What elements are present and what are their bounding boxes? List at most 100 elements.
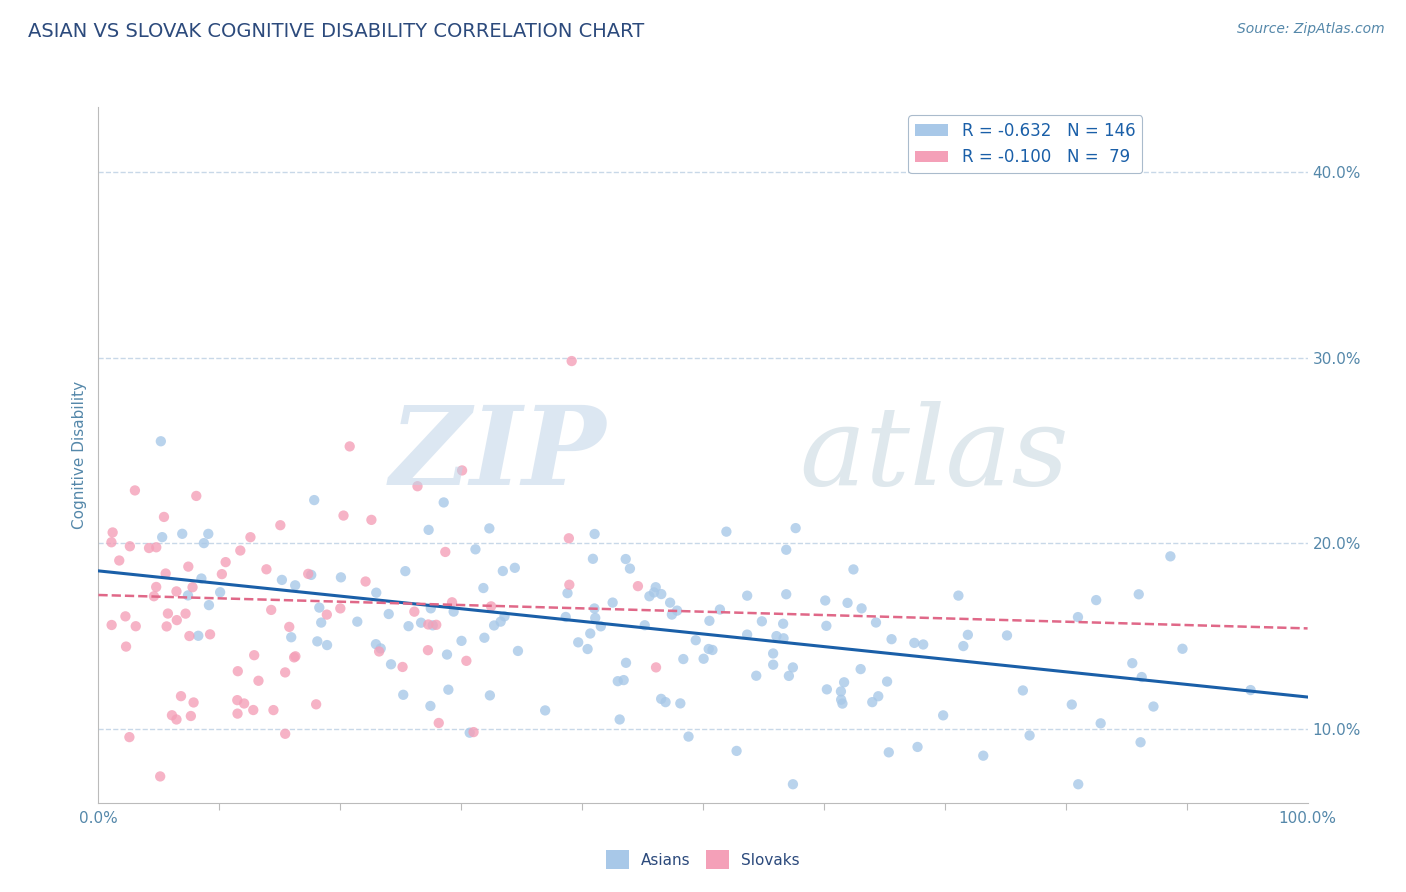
Point <box>464 542 486 557</box>
Point <box>614 552 637 566</box>
Point <box>503 561 526 575</box>
Point <box>699 614 721 628</box>
Point <box>837 596 859 610</box>
Point <box>118 539 141 553</box>
Point <box>762 657 785 672</box>
Point <box>659 596 682 610</box>
Point <box>814 593 837 607</box>
Point <box>233 697 256 711</box>
Point <box>782 660 804 674</box>
Point <box>183 696 205 710</box>
Point <box>534 703 557 717</box>
Point <box>932 708 955 723</box>
Point <box>186 489 208 503</box>
Point <box>638 589 661 603</box>
Point <box>155 566 177 581</box>
Point <box>576 642 599 657</box>
Point <box>772 616 794 631</box>
Point <box>142 589 165 603</box>
Point <box>1018 728 1040 742</box>
Point <box>579 626 602 640</box>
Point <box>427 716 450 731</box>
Point <box>299 567 322 582</box>
Point <box>174 607 197 621</box>
Point <box>489 615 512 629</box>
Text: atlas: atlas <box>800 401 1070 508</box>
Point <box>602 596 624 610</box>
Point <box>561 354 583 368</box>
Point <box>765 629 787 643</box>
Point <box>404 605 426 619</box>
Point <box>492 564 515 578</box>
Point <box>666 604 689 618</box>
Point <box>149 434 172 449</box>
Point <box>305 698 328 712</box>
Point <box>876 674 898 689</box>
Point <box>650 691 672 706</box>
Point <box>609 713 631 727</box>
Point <box>124 483 146 498</box>
Y-axis label: Cognitive Disability: Cognitive Disability <box>72 381 87 529</box>
Point <box>702 643 724 657</box>
Point <box>725 744 748 758</box>
Point <box>606 674 628 689</box>
Point <box>198 627 221 641</box>
Point <box>243 648 266 663</box>
Point <box>242 703 264 717</box>
Point <box>380 657 402 672</box>
Point <box>1142 699 1164 714</box>
Point <box>425 617 447 632</box>
Point <box>1171 641 1194 656</box>
Point <box>441 595 464 609</box>
Point <box>316 638 339 652</box>
Point <box>434 545 457 559</box>
Point <box>329 570 352 584</box>
Point <box>815 619 838 633</box>
Point <box>193 536 215 550</box>
Point <box>377 607 399 621</box>
Point <box>1159 549 1181 564</box>
Point <box>156 619 179 633</box>
Point <box>354 574 377 589</box>
Point <box>138 541 160 555</box>
Point <box>180 709 202 723</box>
Point <box>360 513 382 527</box>
Point <box>557 586 579 600</box>
Point <box>645 660 668 674</box>
Point <box>118 730 141 744</box>
Point <box>1067 777 1090 791</box>
Point <box>418 523 440 537</box>
Point <box>308 600 330 615</box>
Point <box>860 695 883 709</box>
Point <box>419 601 441 615</box>
Point <box>100 618 122 632</box>
Point <box>619 561 641 575</box>
Point <box>149 769 172 783</box>
Point <box>177 559 200 574</box>
Point <box>912 638 935 652</box>
Point <box>315 607 337 622</box>
Point <box>145 580 167 594</box>
Point <box>830 692 852 706</box>
Point <box>506 644 529 658</box>
Point <box>187 629 209 643</box>
Point <box>494 609 516 624</box>
Point <box>211 567 233 582</box>
Point <box>474 631 496 645</box>
Point <box>101 525 124 540</box>
Point <box>226 664 249 678</box>
Point <box>100 535 122 549</box>
Point <box>735 589 758 603</box>
Point <box>177 588 200 602</box>
Point <box>284 649 307 664</box>
Point <box>709 602 731 616</box>
Point <box>226 706 249 721</box>
Point <box>583 601 606 615</box>
Point <box>364 637 387 651</box>
Point <box>160 708 183 723</box>
Point <box>409 615 432 630</box>
Point <box>832 675 855 690</box>
Point <box>209 585 232 599</box>
Point <box>697 642 720 657</box>
Point <box>256 562 278 576</box>
